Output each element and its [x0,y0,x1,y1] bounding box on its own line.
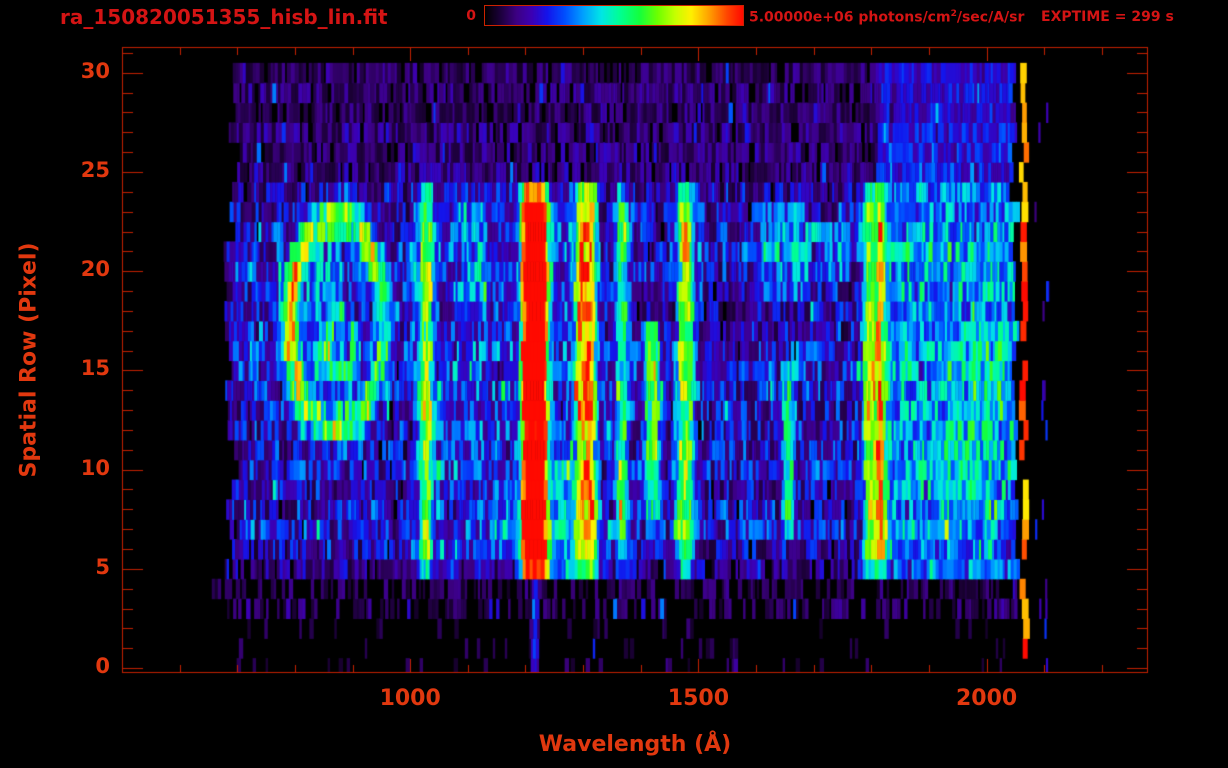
y-tick-label: 10 [80,455,110,480]
units-superscript: 2 [950,9,957,19]
y-tick-label: 15 [80,356,110,381]
colorbar-max-units-label: 5.00000e+06 photons/cm2/sec/A/sr [749,9,1024,26]
x-tick-label: 1500 [667,686,729,711]
colorbar [484,5,744,26]
units-suffix-text: /sec/A/sr [956,9,1025,26]
x-tick-label: 1000 [379,686,441,711]
y-tick-label: 0 [95,654,110,679]
y-tick-label: 20 [80,257,110,282]
x-axis-title: Wavelength (Å) [538,732,732,757]
colorbar-gradient [485,6,743,25]
y-tick-label: 5 [95,554,110,579]
colorbar-min-label: 0 [466,8,476,24]
y-tick-label: 25 [80,158,110,182]
filename-title: ra_150820051355_hisb_lin.fit [60,5,388,29]
x-tick-label: 2000 [955,686,1018,711]
exptime-label: EXPTIME = 299 s [1041,9,1174,25]
units-value-text: 5.00000e+06 photons/cm [749,9,951,26]
y-tick-label: 30 [80,58,110,83]
